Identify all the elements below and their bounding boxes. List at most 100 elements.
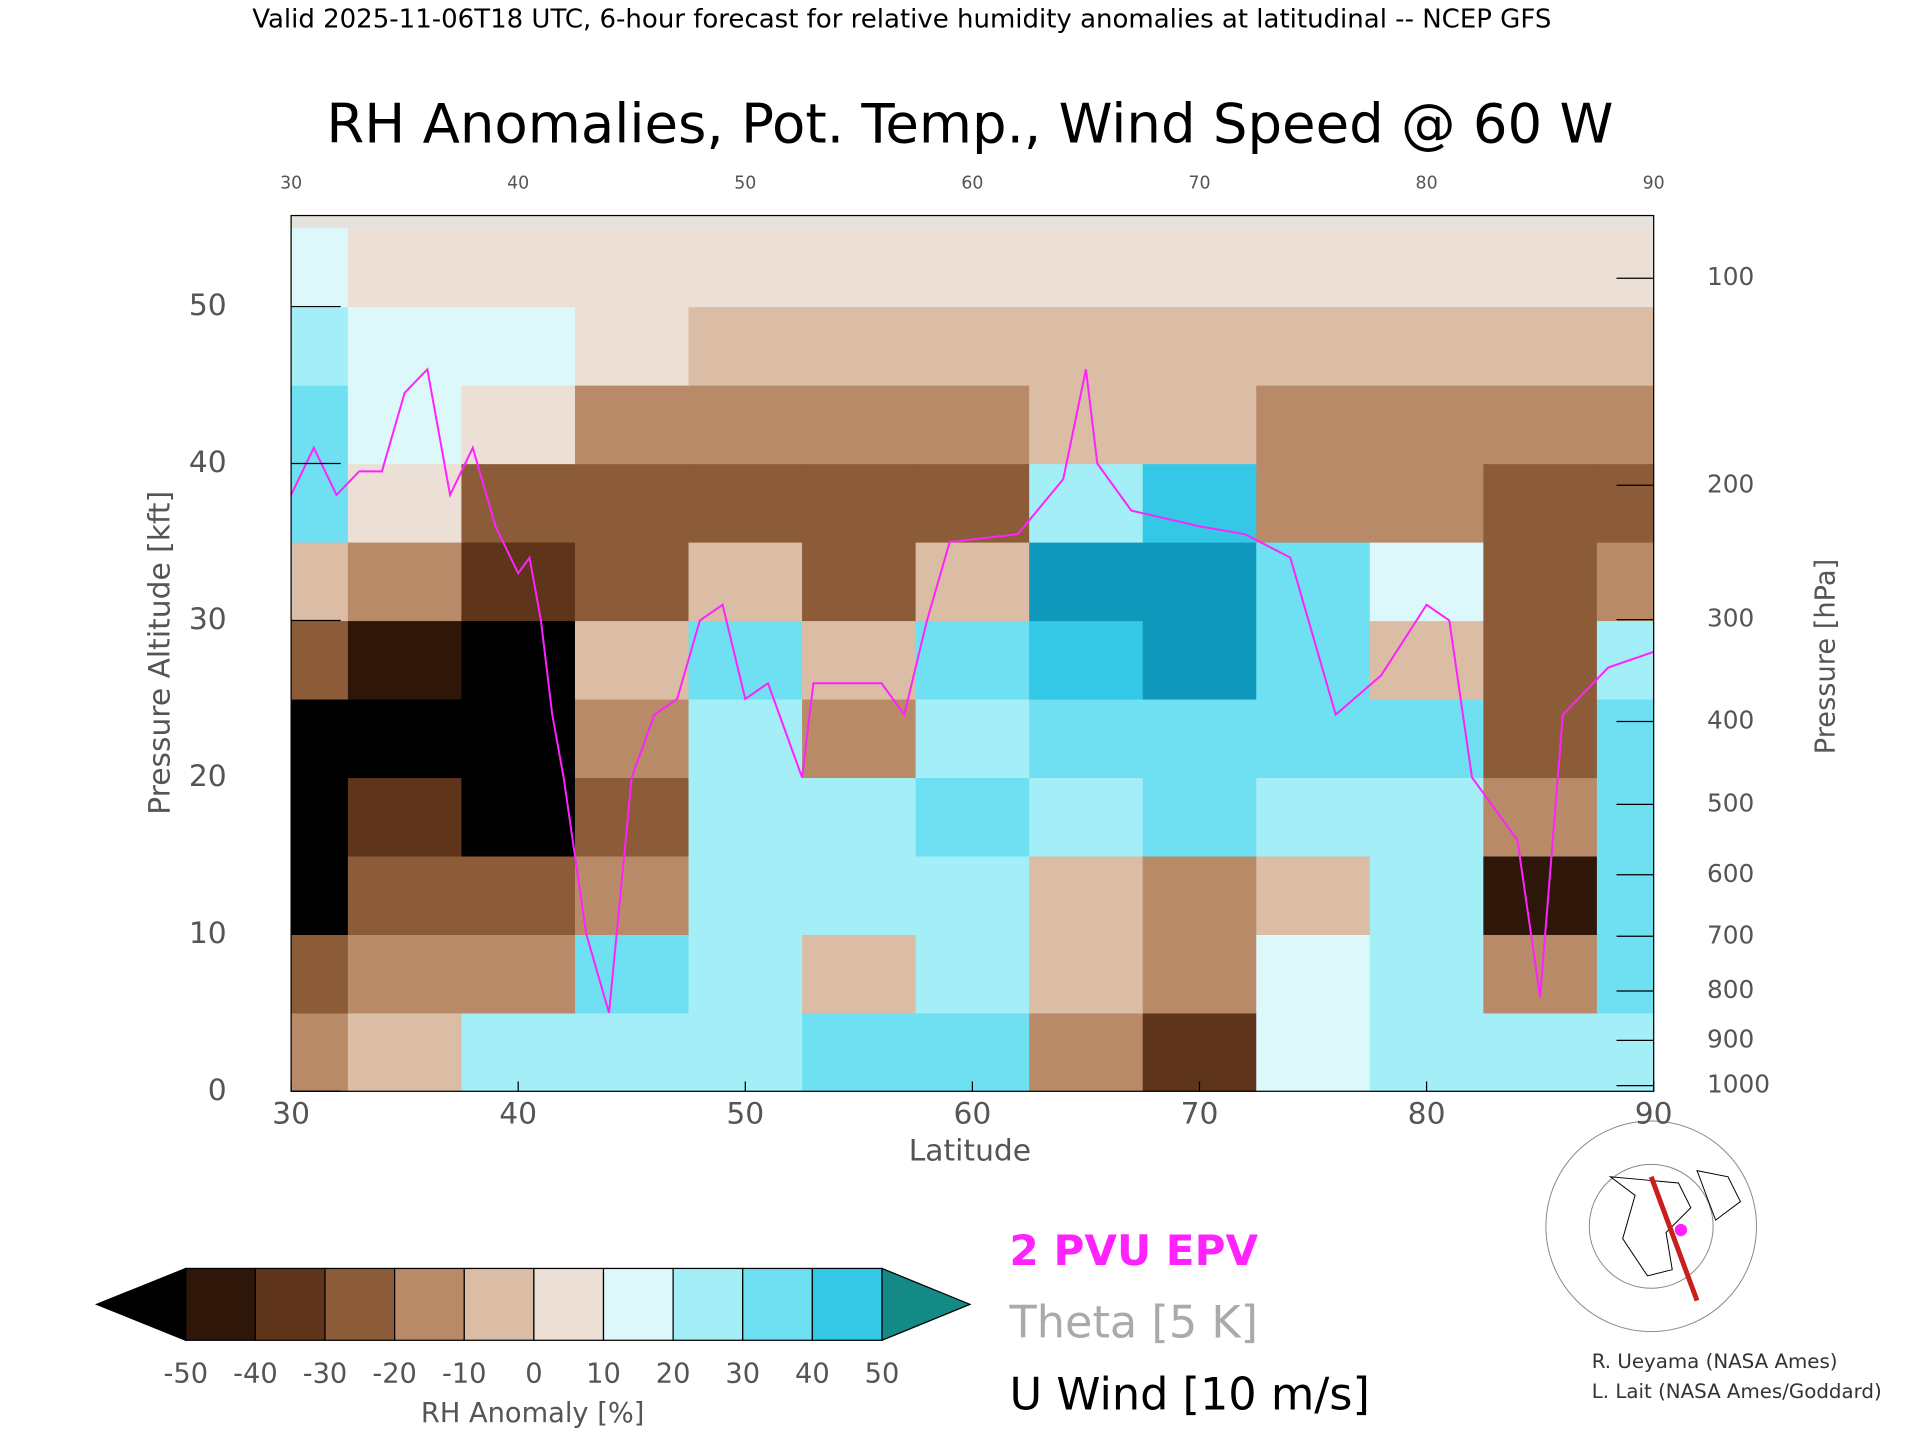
x-top-tick-label: 60 — [961, 173, 983, 193]
y-tick-label: 50 — [189, 288, 227, 323]
y2-tick-label: 900 — [1707, 1024, 1754, 1053]
rh-cell — [1142, 855, 1257, 935]
rh-cell — [915, 620, 1030, 700]
rh-cell — [574, 698, 690, 779]
rh-cell — [1256, 385, 1371, 465]
y2-tick-label: 700 — [1707, 920, 1754, 949]
y2-tick-label: 1000 — [1707, 1070, 1770, 1099]
rh-cell — [461, 306, 576, 386]
rh-cell — [915, 777, 1030, 857]
y2-tick-label: 200 — [1707, 469, 1754, 498]
rh-cell — [461, 777, 576, 857]
rh-cell — [461, 620, 576, 700]
colorbar-box — [324, 1267, 396, 1341]
chart-title: RH Anomalies, Pot. Temp., Wind Speed @ 6… — [326, 92, 1613, 156]
rh-cell — [688, 1012, 803, 1092]
x-tick-label: 40 — [499, 1096, 537, 1131]
rh-cell — [1256, 228, 1371, 308]
x-tick-label: 90 — [1635, 1096, 1673, 1131]
rh-cell — [1369, 541, 1484, 622]
map-inset — [1545, 1120, 1757, 1333]
rh-cell — [1369, 620, 1484, 700]
y2-tick-label: 600 — [1707, 859, 1754, 888]
rh-cell — [291, 228, 349, 308]
rh-cell — [347, 698, 463, 779]
y-axis-label: Pressure Altitude [kft] — [143, 491, 178, 815]
rh-cell — [1142, 541, 1257, 622]
rh-cell — [574, 777, 690, 857]
x-tick-label: 30 — [272, 1096, 310, 1131]
rh-cell — [461, 385, 576, 465]
rh-cell — [347, 855, 463, 935]
rh-cell — [1369, 934, 1484, 1014]
rh-cell — [1256, 1012, 1371, 1092]
rh-cell — [1369, 463, 1484, 543]
rh-cell — [1142, 777, 1257, 857]
rh-cell — [1596, 385, 1654, 465]
legend-entry: U Wind [10 m/s] — [1010, 1368, 1370, 1420]
rh-cell — [1142, 228, 1257, 308]
rh-cell — [802, 777, 917, 857]
rh-cell — [291, 934, 349, 1014]
rh-cell — [1483, 620, 1598, 700]
header: Valid 2025-11-06T18 UTC, 6-hour forecast… — [252, 4, 1551, 34]
rh-cell — [688, 698, 803, 779]
colorbar-box — [254, 1267, 326, 1341]
rh-cell — [1256, 777, 1371, 857]
colorbar-box — [602, 1267, 674, 1341]
map-background — [1552, 1161, 1751, 1311]
rh-cell — [1029, 855, 1144, 935]
rh-cell — [461, 934, 576, 1014]
colorbar-extend-low — [94, 1267, 187, 1342]
rh-cell — [574, 385, 690, 465]
rh-cell — [1596, 306, 1654, 386]
rh-cell — [802, 1012, 917, 1092]
rh-cell — [1596, 855, 1654, 935]
rh-cell — [1256, 463, 1371, 543]
rh-cell — [1256, 541, 1371, 622]
rh-cell — [688, 777, 803, 857]
rh-cell — [915, 698, 1030, 779]
rh-cell — [291, 855, 349, 935]
rh-cell — [688, 228, 803, 308]
rh-cell — [574, 855, 690, 935]
rh-cell — [1256, 855, 1371, 935]
rh-cell — [688, 306, 803, 386]
credit: L. Lait (NASA Ames/Goddard) — [1592, 1380, 1882, 1403]
y-tick-label: 10 — [189, 916, 227, 951]
rh-cell — [1256, 698, 1371, 779]
rh-cell — [1596, 1012, 1654, 1092]
rh-cell — [915, 385, 1030, 465]
map-grid — [1588, 1163, 1714, 1289]
rh-cell — [347, 934, 463, 1014]
rh-cell — [574, 306, 690, 386]
rh-cell — [802, 541, 917, 622]
rh-cell — [461, 463, 576, 543]
rh-cell — [1596, 698, 1654, 779]
rh-cell — [1029, 934, 1144, 1014]
rh-cell — [915, 1012, 1030, 1092]
y2-tick-label: 800 — [1707, 975, 1754, 1004]
rh-cell — [1483, 306, 1598, 386]
rh-cell — [688, 620, 803, 700]
rh-cell — [347, 385, 463, 465]
y-tick-label: 0 — [208, 1073, 227, 1108]
x-top-tick-label: 90 — [1643, 173, 1665, 193]
y2-tick-label: 300 — [1707, 604, 1754, 633]
legend-entry: 2 PVU EPV — [1010, 1226, 1259, 1275]
x-top-tick-label: 30 — [280, 173, 302, 193]
rh-cell — [915, 228, 1030, 308]
map-coast — [1608, 1176, 1692, 1277]
rh-cell — [915, 306, 1030, 386]
rh-cell — [347, 228, 463, 308]
colorbar-tick-label: -10 — [442, 1358, 487, 1389]
rh-cell — [1483, 385, 1598, 465]
colorbar-tick-label: -40 — [233, 1358, 278, 1389]
colorbar-box — [742, 1267, 813, 1341]
colorbar-tick-label: -50 — [164, 1358, 209, 1389]
rh-cell — [802, 620, 917, 700]
credit: R. Ueyama (NASA Ames) — [1592, 1350, 1838, 1373]
rh-cell — [1256, 934, 1371, 1014]
rh-cell — [688, 463, 803, 543]
